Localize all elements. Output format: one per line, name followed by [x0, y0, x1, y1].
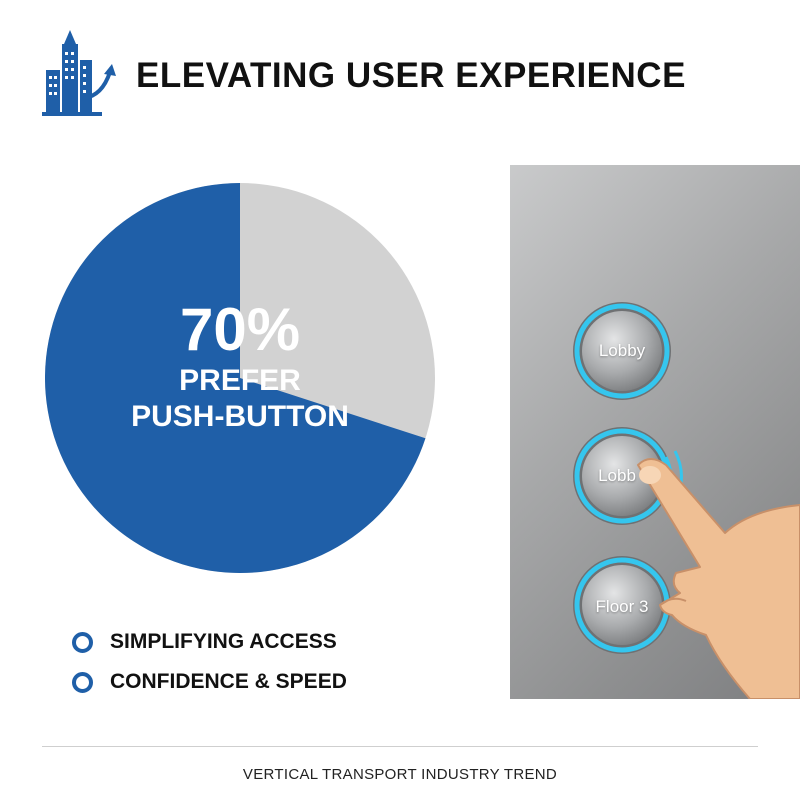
elevator-button-floor-3[interactable]	[573, 556, 671, 654]
pie-stat-text: 70% PREFER PUSH-BUTTON	[45, 183, 435, 573]
bullet-text: CONFIDENCE & SPEED	[110, 670, 347, 693]
elevator-panel-illustration	[573, 302, 800, 699]
stat-percent: 70%	[179, 296, 301, 363]
pie-primary-slice	[45, 183, 426, 573]
footer-divider	[42, 746, 758, 747]
footer-caption: VERTICAL TRANSPORT INDUSTRY TREND	[242, 766, 558, 783]
list-item: CONFIDENCE & SPEED	[72, 662, 347, 702]
pointing-hand-icon	[637, 458, 800, 699]
stat-line-1: PREFER	[179, 364, 301, 397]
elevator-button-lobby-pressed[interactable]	[573, 427, 683, 525]
page-title: ELEVATING USER EXPERIENCE	[136, 56, 686, 95]
circle-bullet-icon	[72, 631, 93, 653]
bullet-text: SIMPLIFYING ACCESS	[110, 630, 337, 653]
building-growth-icon	[42, 30, 116, 116]
list-item: SIMPLIFYING ACCESS	[72, 622, 347, 662]
button-label: Floor 3	[595, 597, 649, 616]
circle-bullet-icon	[72, 671, 93, 693]
stat-line-2: PUSH-BUTTON	[131, 400, 349, 433]
preference-pie-chart	[45, 183, 435, 573]
elevator-button-lobby[interactable]	[573, 302, 671, 400]
button-label: Lobb	[598, 466, 636, 485]
button-label: Lobby	[598, 341, 646, 360]
benefit-list: SIMPLIFYING ACCESS CONFIDENCE & SPEED	[72, 622, 347, 702]
